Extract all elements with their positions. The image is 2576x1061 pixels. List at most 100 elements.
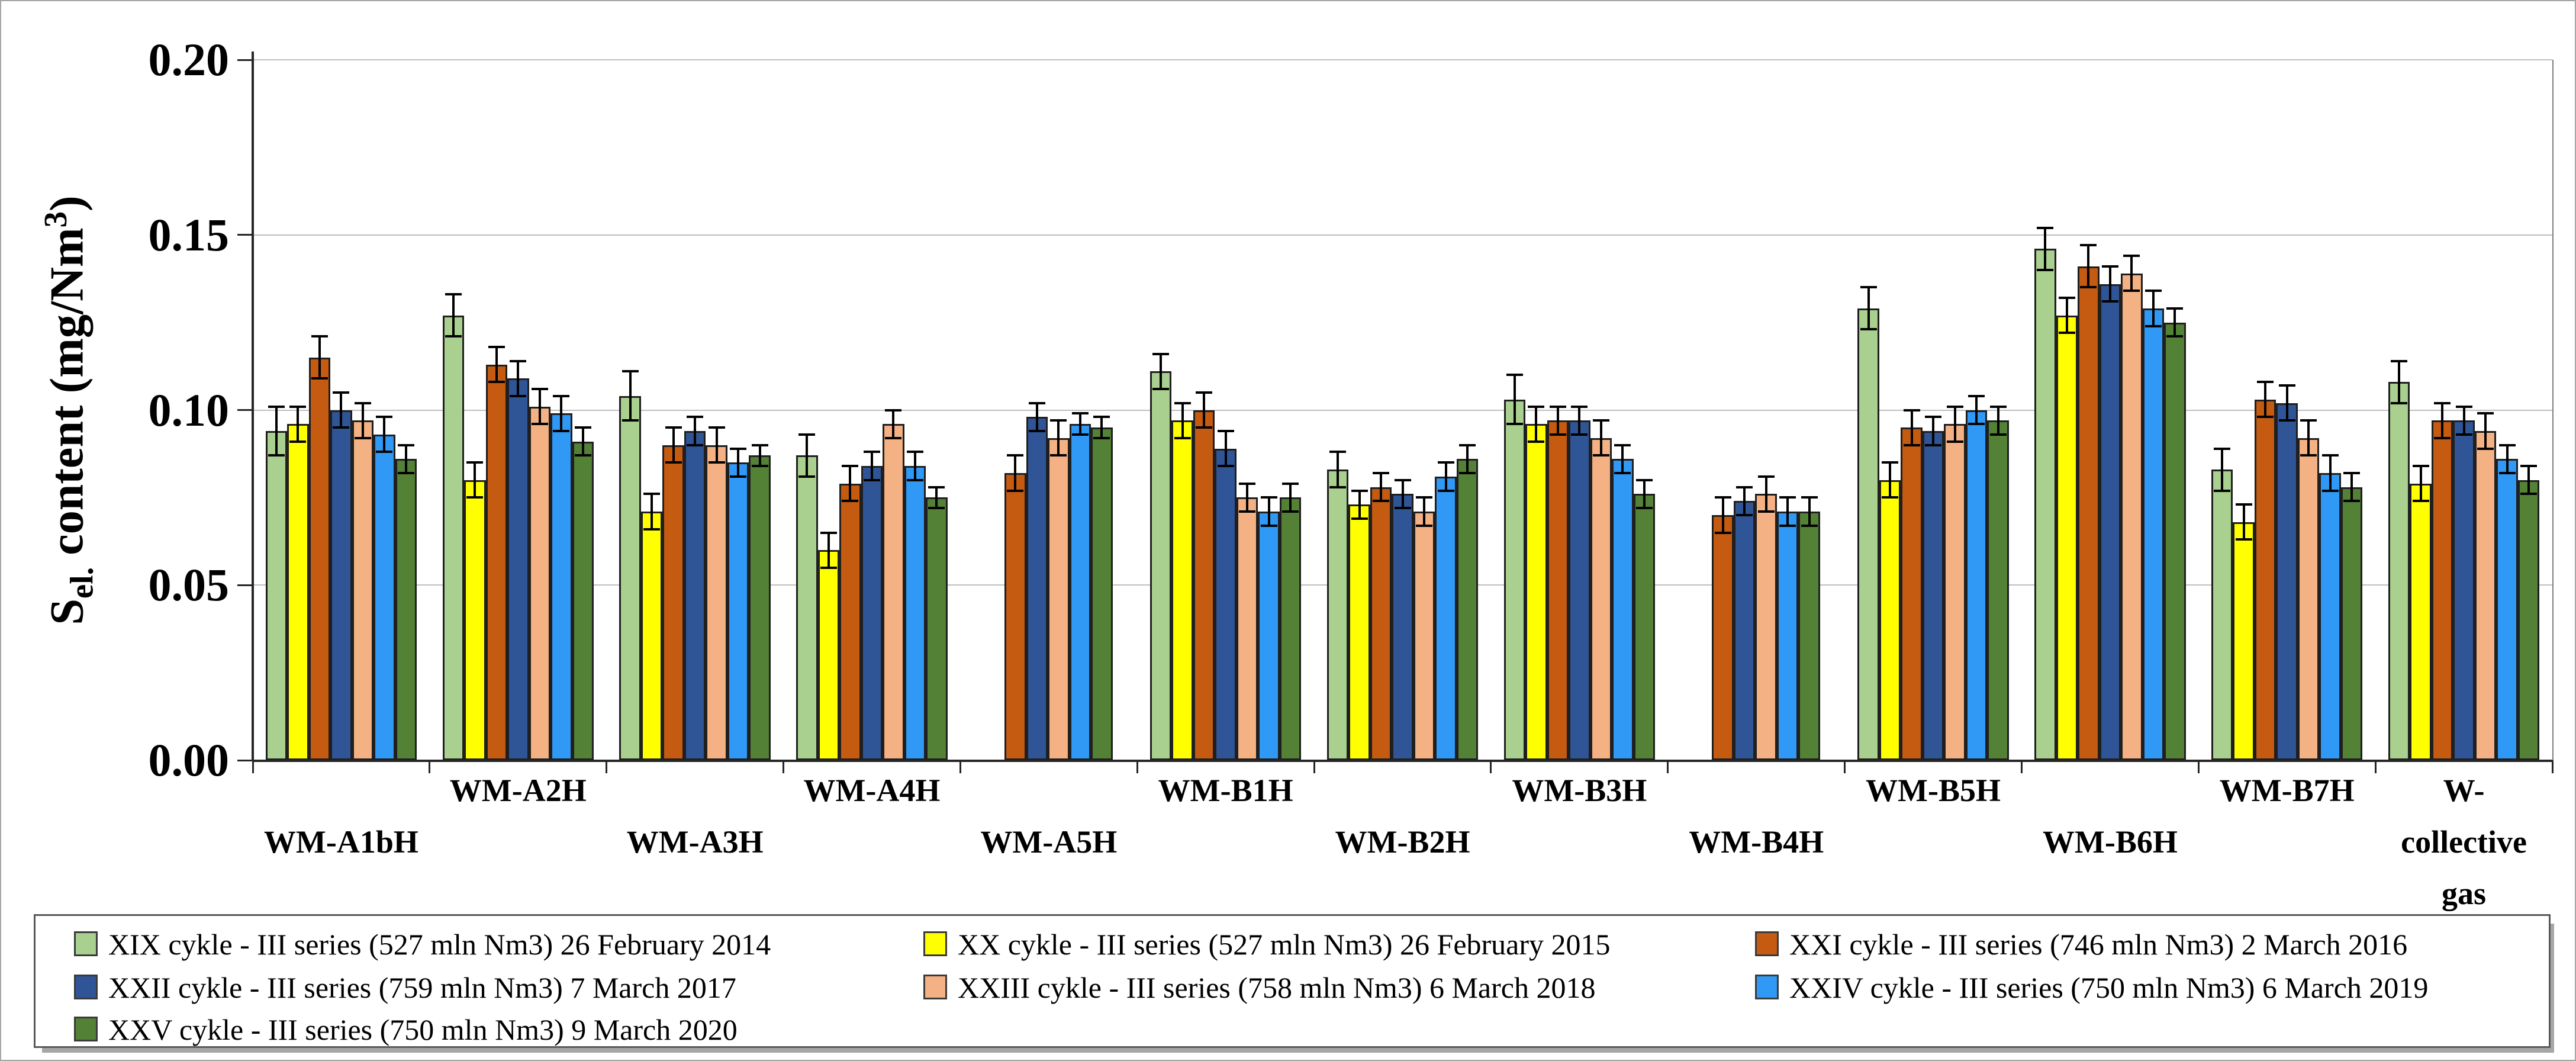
bar-4-1 — [330, 410, 352, 760]
error-bar-cap-bottom — [708, 461, 725, 464]
error-bar-cap-top — [928, 486, 945, 488]
bar-2-11 — [2056, 315, 2078, 760]
gridline — [253, 409, 2552, 411]
error-bar — [1621, 445, 1624, 473]
legend-swatch-icon — [74, 931, 98, 956]
error-bar-cap-bottom — [2144, 324, 2162, 327]
error-bar — [2152, 291, 2155, 326]
error-bar — [1513, 375, 1516, 425]
error-bar-cap-bottom — [1989, 433, 2007, 436]
error-bar — [1997, 406, 1999, 435]
legend-item: XXIV cykle - III series (750 mln Nm3) 6 … — [1755, 973, 2575, 1002]
error-bar-cap-top — [1903, 409, 1920, 411]
bar-2-10 — [1879, 480, 1901, 760]
gridline — [253, 59, 2552, 60]
error-bar-cap-bottom — [466, 496, 484, 499]
y-axis-tick — [237, 59, 253, 61]
error-bar — [1535, 406, 1538, 442]
error-bar — [2441, 403, 2444, 438]
error-bar-cap-bottom — [2123, 290, 2140, 292]
error-bar-cap-bottom — [2300, 454, 2317, 457]
bar-3-3 — [662, 445, 684, 760]
bar-3-10 — [1901, 427, 1923, 760]
error-bar-cap-bottom — [2101, 300, 2118, 303]
x-axis-tick — [1844, 760, 1846, 773]
error-bar-cap-bottom — [2477, 447, 2494, 450]
bar-5-11 — [2121, 273, 2143, 760]
error-bar-cap-bottom — [2058, 332, 2075, 335]
bar-7-3 — [749, 455, 771, 760]
error-bar-cap-bottom — [1714, 531, 1731, 534]
x-category-label: WM-A4H — [803, 773, 941, 808]
y-tick-label: 0.20 — [148, 34, 230, 85]
error-bar-cap-top — [1506, 374, 1523, 377]
error-bar-cap-top — [397, 443, 414, 446]
error-bar-cap-bottom — [1416, 524, 1432, 527]
error-bar — [1267, 497, 1270, 526]
error-bar-cap-bottom — [2278, 419, 2295, 422]
error-bar-cap-bottom — [1635, 507, 1653, 510]
error-bar-cap-top — [1989, 405, 2007, 408]
bar-2-12 — [2233, 522, 2255, 760]
bar-4-3 — [684, 430, 706, 760]
error-bar-cap-bottom — [687, 443, 704, 446]
x-category-label: W- — [2443, 773, 2485, 808]
error-bar-cap-top — [1528, 405, 1545, 408]
bar-6-1 — [373, 434, 395, 760]
error-bar — [2285, 385, 2288, 421]
error-bar — [629, 371, 632, 421]
legend-label: XXII cykle - III series (759 mln Nm3) 7 … — [108, 971, 736, 1004]
error-bar — [2307, 420, 2310, 456]
bar-1-4 — [796, 455, 818, 760]
error-bar-cap-top — [2058, 297, 2075, 300]
bar-1-2 — [442, 315, 465, 760]
error-bar-cap-bottom — [2166, 335, 2184, 338]
error-bar-cap-top — [1093, 416, 1110, 419]
bar-6-3 — [727, 462, 749, 760]
legend-label: XXI cykle - III series (746 mln Nm3) 2 M… — [1789, 928, 2408, 961]
bar-2-6 — [1171, 420, 1193, 760]
error-bar-cap-top — [2278, 384, 2295, 387]
legend-item: XXV cykle - III series (750 mln Nm3) 9 M… — [74, 1015, 903, 1044]
error-bar-cap-bottom — [2214, 489, 2231, 492]
error-bar-cap-top — [376, 416, 393, 419]
error-bar-cap-bottom — [354, 436, 371, 439]
error-bar — [2065, 298, 2068, 333]
error-bar-cap-top — [2080, 244, 2097, 247]
bar-4-7 — [1392, 494, 1413, 760]
error-bar-cap-bottom — [798, 475, 816, 478]
x-axis-tick — [2374, 760, 2377, 773]
error-bar-cap-top — [1459, 443, 1476, 446]
error-bar-cap-top — [730, 447, 747, 450]
error-bar — [1808, 497, 1811, 526]
x-axis-tick — [2020, 760, 2023, 773]
error-bar-cap-bottom — [289, 440, 307, 443]
error-bar-cap-top — [863, 451, 880, 454]
error-bar-cap-bottom — [751, 465, 768, 468]
error-bar-cap-top — [1882, 461, 1899, 464]
x-axis-line — [253, 760, 2552, 762]
x-axis-tick — [429, 760, 431, 773]
y-axis-tick — [237, 584, 253, 586]
error-bar — [1932, 417, 1935, 445]
legend-swatch-icon — [923, 931, 947, 956]
bar-5-2 — [529, 406, 551, 760]
error-bar-cap-bottom — [1174, 436, 1191, 439]
error-bar-cap-bottom — [510, 394, 527, 397]
legend-label: XXV cykle - III series (750 mln Nm3) 9 M… — [108, 1013, 738, 1046]
x-axis-tick — [1667, 760, 1669, 773]
error-bar — [318, 336, 321, 379]
legend-swatch-icon — [923, 975, 947, 999]
bar-2-4 — [817, 550, 840, 760]
error-bar — [737, 448, 740, 477]
error-bar — [452, 294, 455, 337]
error-bar — [2527, 466, 2530, 494]
error-bar — [1057, 420, 1060, 456]
error-bar — [2419, 466, 2422, 501]
bar-5-1 — [352, 420, 374, 760]
error-bar-cap-top — [2498, 443, 2516, 446]
error-bar-cap-top — [2144, 290, 2162, 292]
error-bar-cap-bottom — [2037, 268, 2054, 271]
error-bar-cap-bottom — [1925, 443, 1942, 446]
